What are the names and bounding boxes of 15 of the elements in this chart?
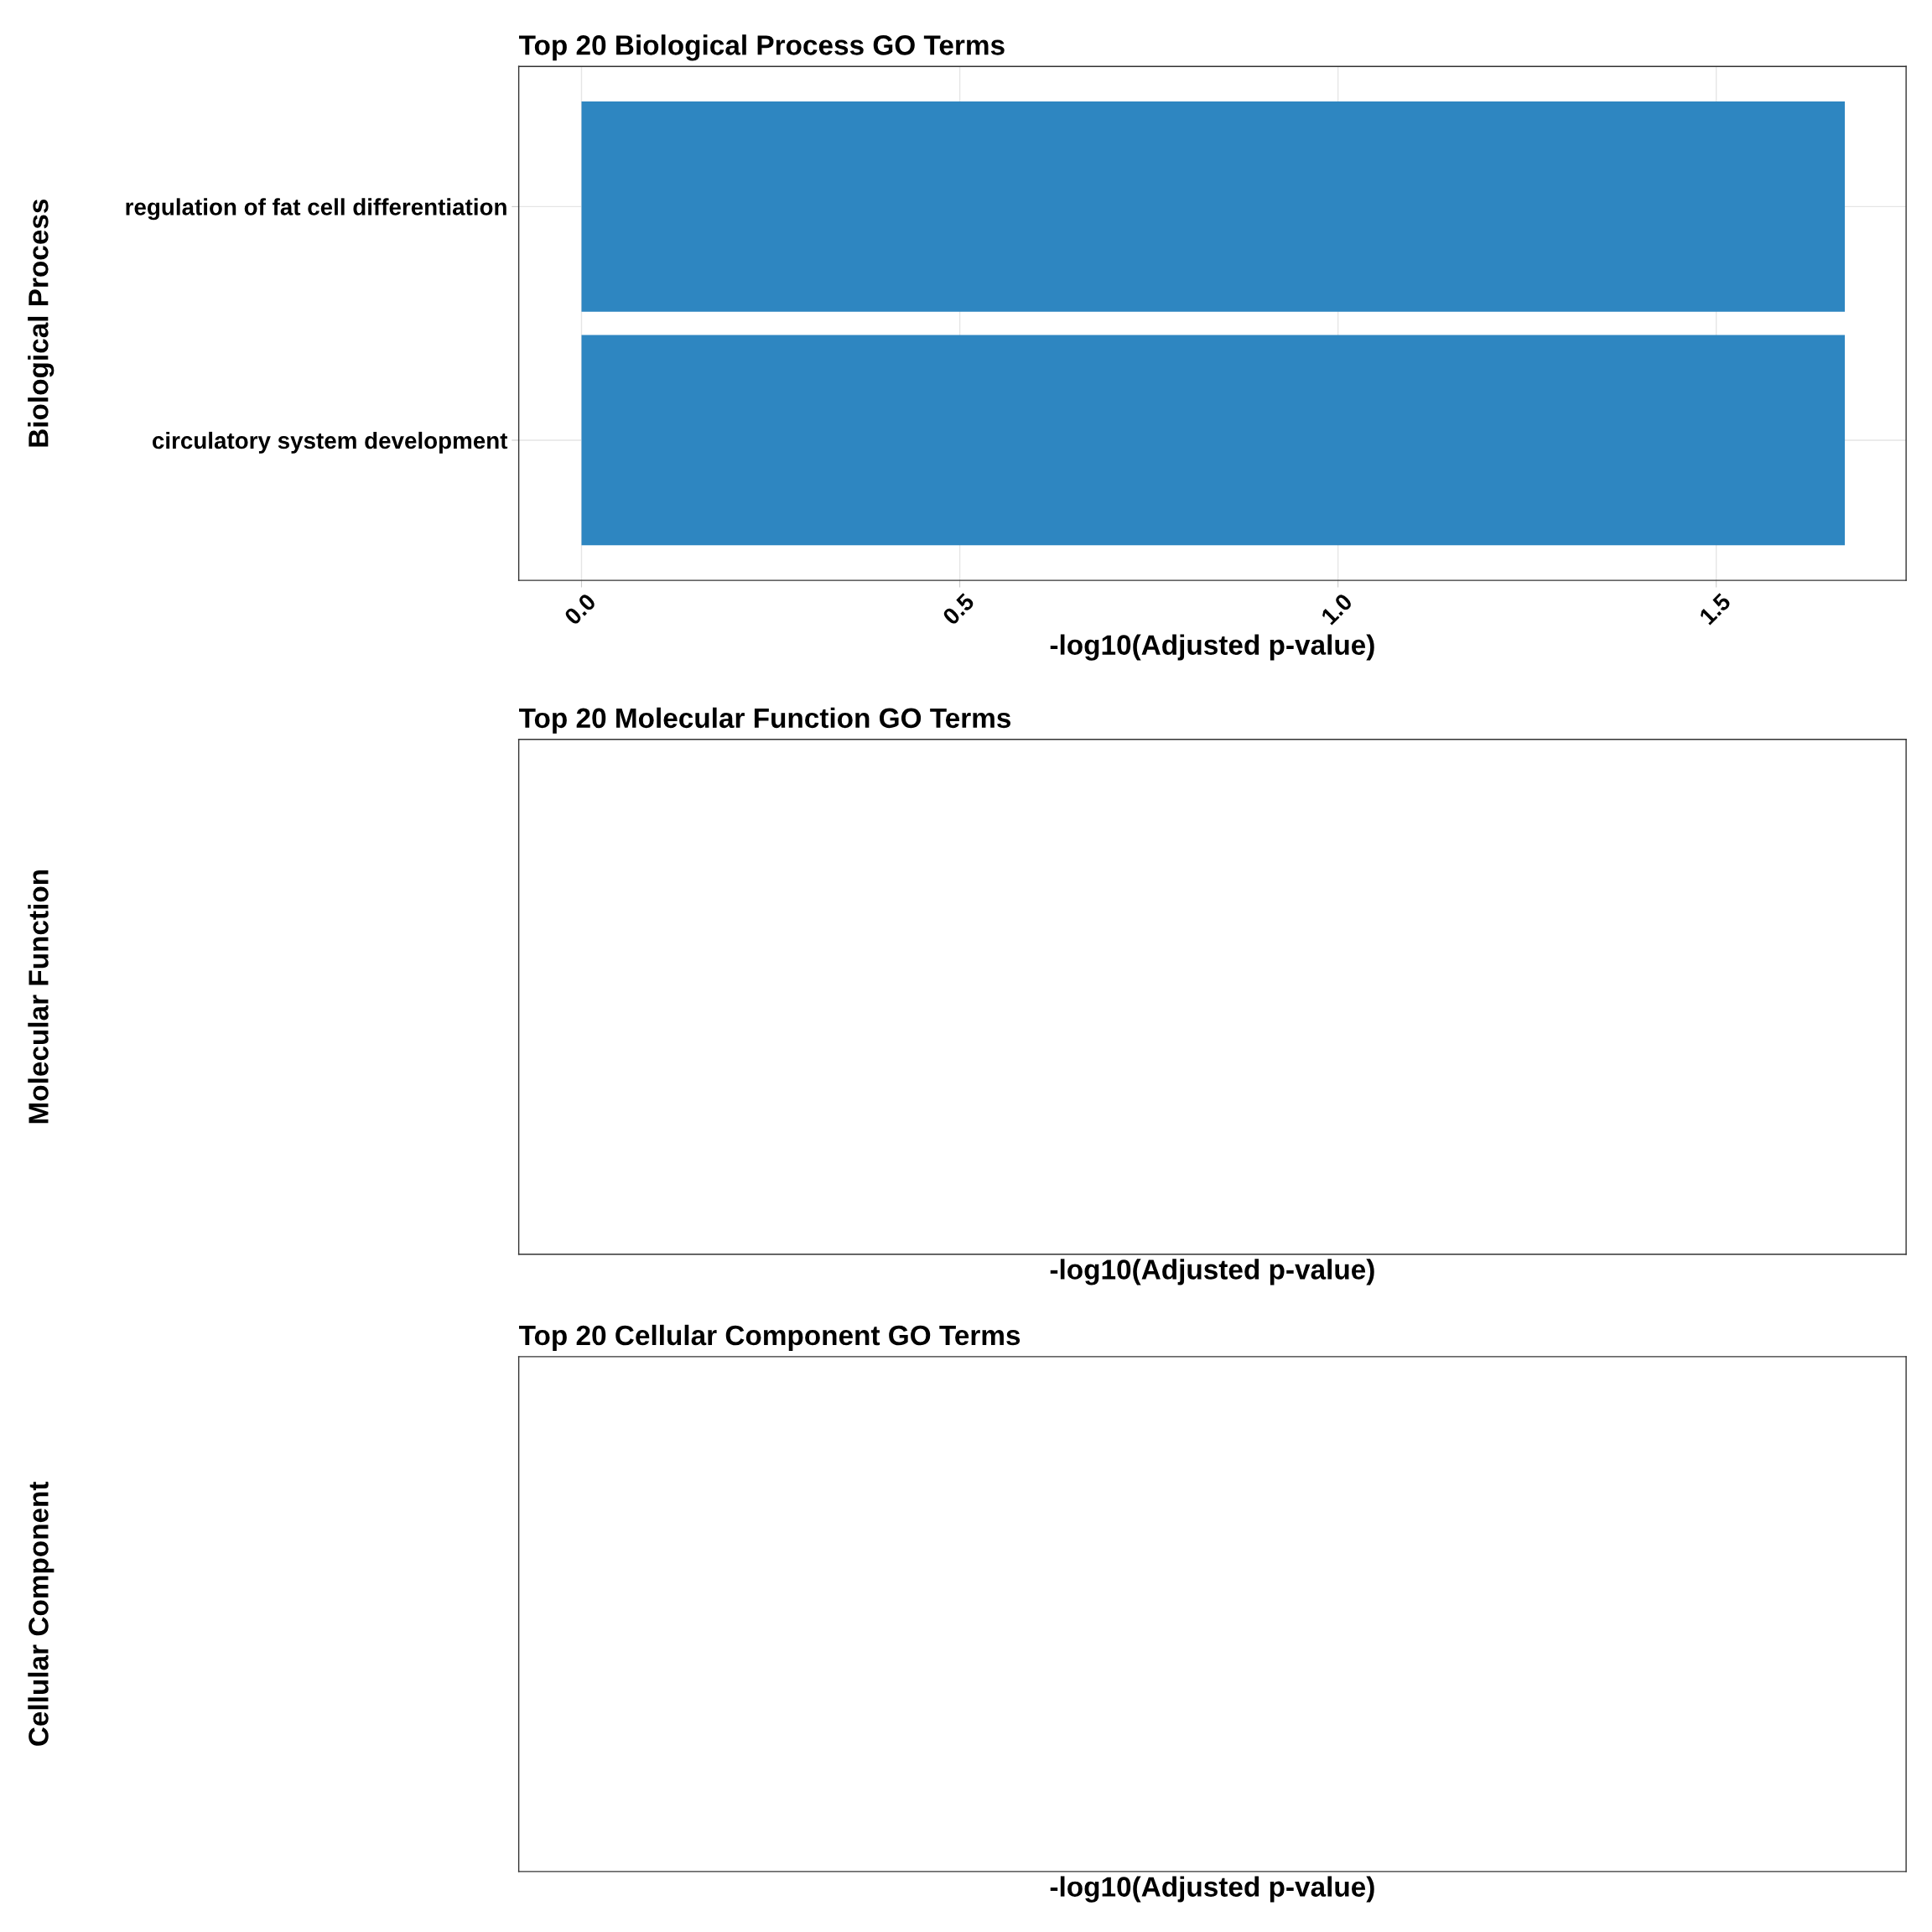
- x-axis-title: -log10(Adjusted p-value): [1050, 634, 1374, 661]
- text: -log10(Adjusted p-value): [1050, 1259, 1374, 1285]
- x-tick-label: 1.5: [1698, 592, 1732, 626]
- y-axis-title: Biological Process: [28, 199, 55, 447]
- y-tick-label: regulation of fat cell differentiation: [126, 198, 506, 221]
- text: Top 20 Molecular Function GO Terms: [519, 707, 1011, 734]
- text: Molecular Function: [28, 870, 49, 1124]
- x-tick-label: 1.0: [1320, 592, 1353, 626]
- chart-title: Top 20 Biological Process GO Terms: [519, 34, 1005, 61]
- y-tick-label: circulatory system development: [153, 431, 508, 454]
- text: Cellular Component: [28, 1481, 55, 1746]
- x-tick-label: 0.5: [942, 592, 975, 626]
- x-tick-label: 0.0: [563, 592, 597, 626]
- text: -log10(Adjusted p-value): [1050, 1876, 1374, 1903]
- text: Top 20 Cellular Component GO Terms: [519, 1324, 1021, 1351]
